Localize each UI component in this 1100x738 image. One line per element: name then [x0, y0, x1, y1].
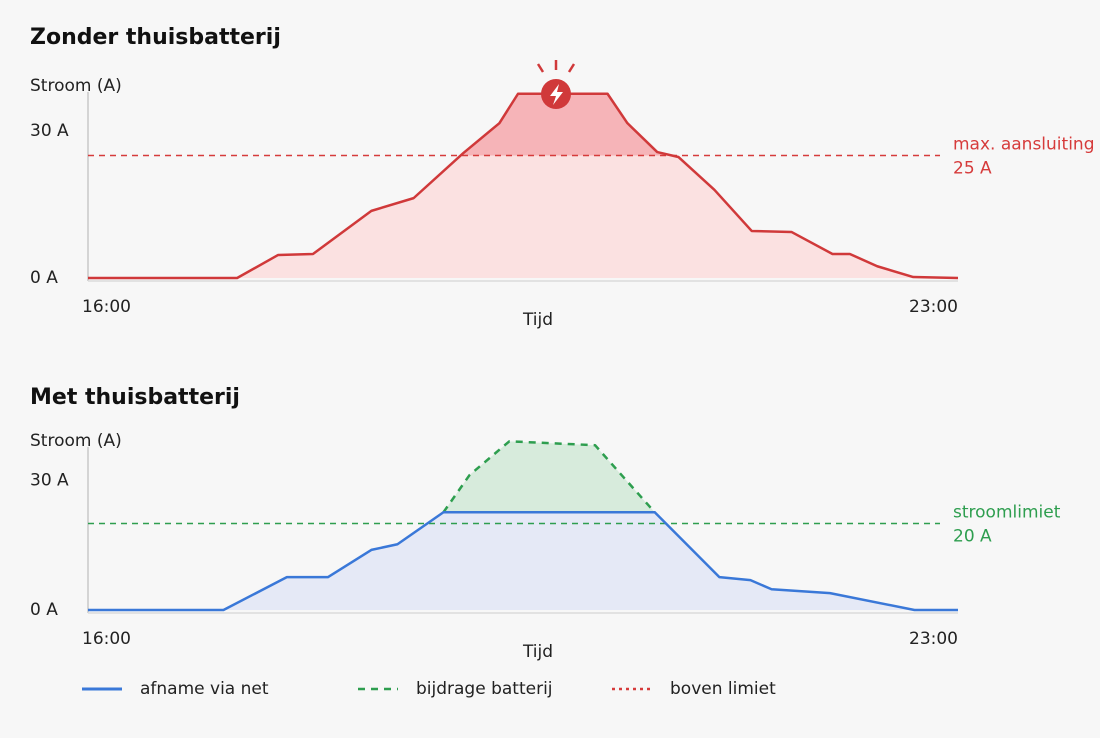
series-line [88, 92, 959, 280]
over-limit-fill [460, 93, 673, 156]
x-tick-label: 23:00 [909, 629, 958, 649]
alert-icon [536, 60, 576, 109]
legend-label: afname via net [140, 679, 269, 699]
y-axis-label: Stroom (A) [30, 431, 122, 451]
x-axis-label: Tijd [522, 642, 553, 662]
limit-value-label: 20 A [953, 527, 992, 547]
y-axis-label: Stroom (A) [30, 76, 122, 96]
legend-label: boven limiet [670, 679, 776, 699]
legend-label: bijdrage batterij [416, 679, 553, 699]
limit-label: max. aansluiting [953, 135, 1095, 155]
y-tick-label: 0 A [30, 268, 58, 288]
series-line [88, 511, 958, 612]
area-fill [88, 93, 958, 278]
series-line [442, 440, 656, 514]
chart-title: Met thuisbatterij [30, 385, 240, 410]
y-tick-label: 30 A [30, 470, 69, 490]
limit-label: stroomlimiet [953, 503, 1061, 523]
chart-title: Zonder thuisbatterij [30, 25, 281, 50]
area-fill [88, 512, 958, 610]
x-tick-label: 16:00 [82, 297, 131, 317]
x-axis-label: Tijd [522, 310, 553, 330]
limit-value-label: 25 A [953, 159, 992, 179]
y-tick-label: 30 A [30, 121, 69, 141]
x-tick-label: 23:00 [909, 297, 958, 317]
x-tick-label: 16:00 [82, 629, 131, 649]
y-tick-label: 0 A [30, 600, 58, 620]
